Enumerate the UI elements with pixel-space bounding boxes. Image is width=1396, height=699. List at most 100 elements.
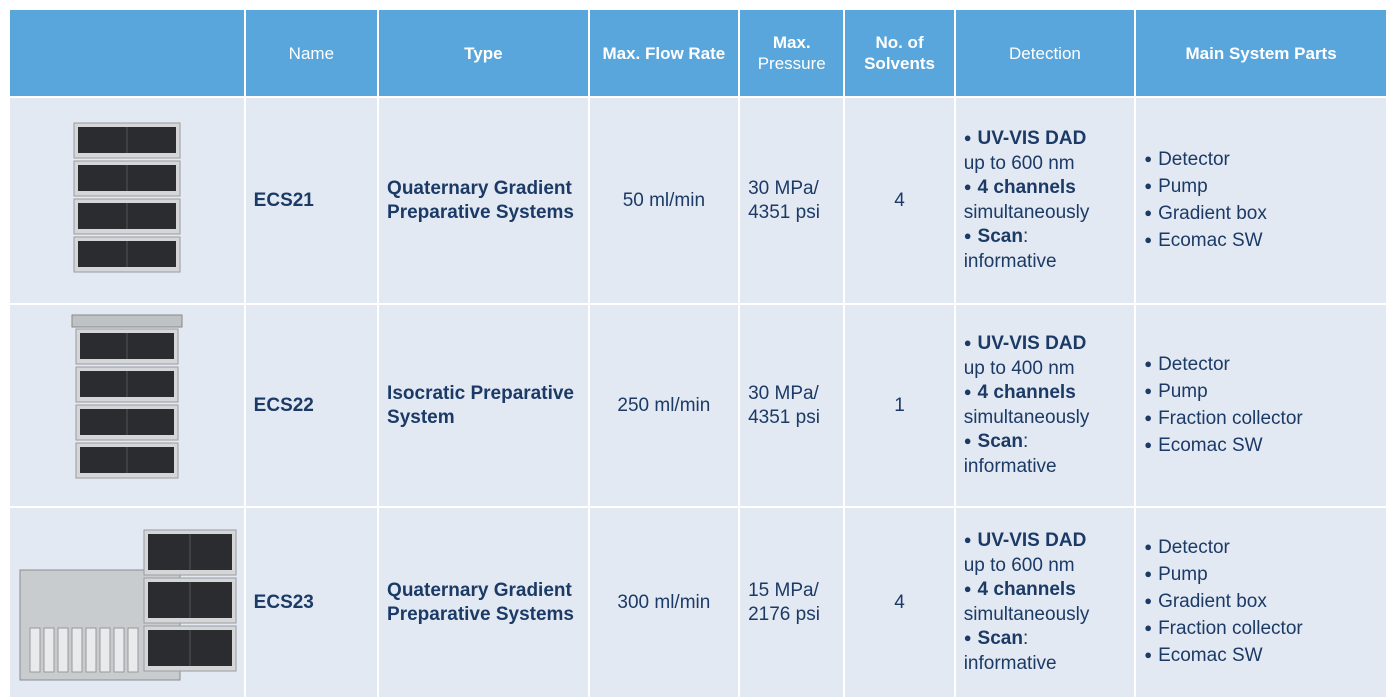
parts-cell: DetectorPumpFraction collectorEcomac SW (1136, 305, 1386, 506)
part-item: Pump (1144, 174, 1378, 201)
name-cell: ECS21 (245, 98, 378, 303)
detection-bold: UV-VIS DAD (977, 530, 1087, 551)
image-part (29, 627, 41, 673)
header-text: Max. Flow Rate (602, 43, 726, 63)
detection-item: Scan: informative (964, 225, 1127, 274)
detection-text: simultaneously (963, 604, 1090, 625)
image-cell (10, 305, 244, 506)
header-cell: Detection (955, 10, 1135, 96)
image-part (71, 314, 183, 328)
pressure-text: 30 MPa/ (748, 177, 819, 199)
parts-list: DetectorPumpGradient boxEcomac SW (1144, 147, 1378, 255)
image-part (71, 627, 83, 673)
detection-text: : informative (963, 226, 1057, 272)
product-table: Name Type Max. Flow Rate Max. Pressure No. of… (8, 8, 1388, 699)
part-item: Fraction collector (1144, 616, 1378, 643)
detection-bold: Scan (977, 431, 1023, 452)
header-row: Name Type Max. Flow Rate Max. Pressure No. of… (10, 10, 1386, 96)
detection-list: UV-VIS DAD up to 400 nm 4 channels simultan… (964, 332, 1127, 479)
part-item: Detector (1144, 352, 1378, 379)
flow-cell: 250 ml/min (589, 305, 739, 506)
detection-item: 4 channels simultaneously (964, 381, 1127, 430)
name-cell: ECS23 (245, 508, 378, 697)
detection-cell: UV-VIS DAD up to 400 nm 4 channels simultan… (955, 305, 1135, 506)
header-text: Type (464, 43, 503, 63)
header-cell: No. of Solvents (845, 10, 954, 96)
part-item: Fraction collector (1144, 406, 1378, 433)
pressure-text: 4351 psi (748, 201, 820, 223)
detection-bold: 4 channels (977, 177, 1076, 198)
part-item: Gradient box (1144, 201, 1378, 228)
header-cell: Type (379, 10, 588, 96)
type-cell: Quaternary Gradient Preparative Systems (379, 508, 588, 697)
table-row: ECS23 Quaternary Gradient Preparative Sys… (10, 508, 1386, 697)
flow-cell: 300 ml/min (589, 508, 739, 697)
detection-bold: UV-VIS DAD (977, 333, 1087, 354)
detection-list: UV-VIS DAD up to 600 nm 4 channels simultan… (964, 529, 1127, 676)
header-text: Name (288, 43, 335, 63)
header-text: Main System Parts (1185, 43, 1337, 63)
detection-list: UV-VIS DAD up to 600 nm 4 channels simultan… (964, 127, 1127, 274)
part-item: Gradient box (1144, 589, 1378, 616)
image-part (127, 627, 139, 673)
pressure-text: 15 MPa/ (748, 579, 819, 601)
image-cell (10, 508, 244, 697)
detection-text: simultaneously (963, 202, 1090, 223)
header-text: Max. (772, 33, 811, 52)
image-part (85, 627, 97, 673)
pressure-cell: 30 MPa/4351 psi (740, 98, 844, 303)
product-image (19, 529, 237, 681)
pressure-text: 2176 psi (748, 603, 820, 625)
image-part (99, 627, 111, 673)
header-cell: Max. Pressure (740, 10, 844, 96)
type-cell: Quaternary Gradient Preparative Systems (379, 98, 588, 303)
parts-list: DetectorPumpFraction collectorEcomac SW (1144, 352, 1378, 460)
pressure-cell: 30 MPa/4351 psi (740, 305, 844, 506)
pressure-text: 30 MPa/ (748, 382, 819, 404)
detection-item: 4 channels simultaneously (964, 578, 1127, 627)
detection-text: simultaneously (963, 407, 1090, 428)
pressure-text: 4351 psi (748, 406, 820, 428)
header-text: Pressure (757, 54, 826, 73)
table-row: ECS21 Quaternary Gradient Preparative Sys… (10, 98, 1386, 303)
part-item: Pump (1144, 562, 1378, 589)
detection-cell: UV-VIS DAD up to 600 nm 4 channels simultan… (955, 98, 1135, 303)
header-cell: Max. Flow Rate (589, 10, 739, 96)
table-body: ECS21 Quaternary Gradient Preparative Sys… (10, 98, 1386, 697)
detection-item: 4 channels simultaneously (964, 176, 1127, 225)
parts-cell: DetectorPumpGradient boxEcomac SW (1136, 98, 1386, 303)
header-text: No. of Solvents (864, 33, 935, 73)
detection-item: UV-VIS DAD up to 600 nm (964, 127, 1127, 176)
solvents-cell: 1 (845, 305, 954, 506)
header-cell: Name (245, 10, 378, 96)
detection-item: UV-VIS DAD up to 400 nm (964, 332, 1127, 381)
parts-list: DetectorPumpGradient boxFraction collect… (1144, 535, 1378, 670)
header-cell: Main System Parts (1136, 10, 1386, 96)
detection-item: Scan: informative (964, 627, 1127, 676)
header-text: Detection (1009, 43, 1081, 63)
type-cell: Isocratic Preparative System (379, 305, 588, 506)
detection-bold: Scan (977, 628, 1023, 649)
name-cell: ECS22 (245, 305, 378, 506)
header-cell (10, 10, 244, 96)
part-item: Detector (1144, 147, 1378, 174)
part-item: Pump (1144, 379, 1378, 406)
table-row: ECS22 Isocratic Preparative System 250 ml/… (10, 305, 1386, 506)
solvents-cell: 4 (845, 98, 954, 303)
detection-bold: 4 channels (977, 382, 1076, 403)
detection-bold: UV-VIS DAD (977, 128, 1087, 149)
detection-text: : informative (963, 628, 1057, 674)
detection-bold: 4 channels (977, 579, 1076, 600)
image-part (43, 627, 55, 673)
detection-text: up to 400 nm (963, 358, 1075, 379)
image-part (57, 627, 69, 673)
detection-item: Scan: informative (964, 430, 1127, 479)
detection-text: : informative (963, 431, 1057, 477)
product-image (73, 122, 181, 273)
detection-bold: Scan (977, 226, 1023, 247)
part-item: Ecomac SW (1144, 228, 1378, 255)
image-part (113, 627, 125, 673)
detection-item: UV-VIS DAD up to 600 nm (964, 529, 1127, 578)
parts-cell: DetectorPumpGradient boxFraction collect… (1136, 508, 1386, 697)
